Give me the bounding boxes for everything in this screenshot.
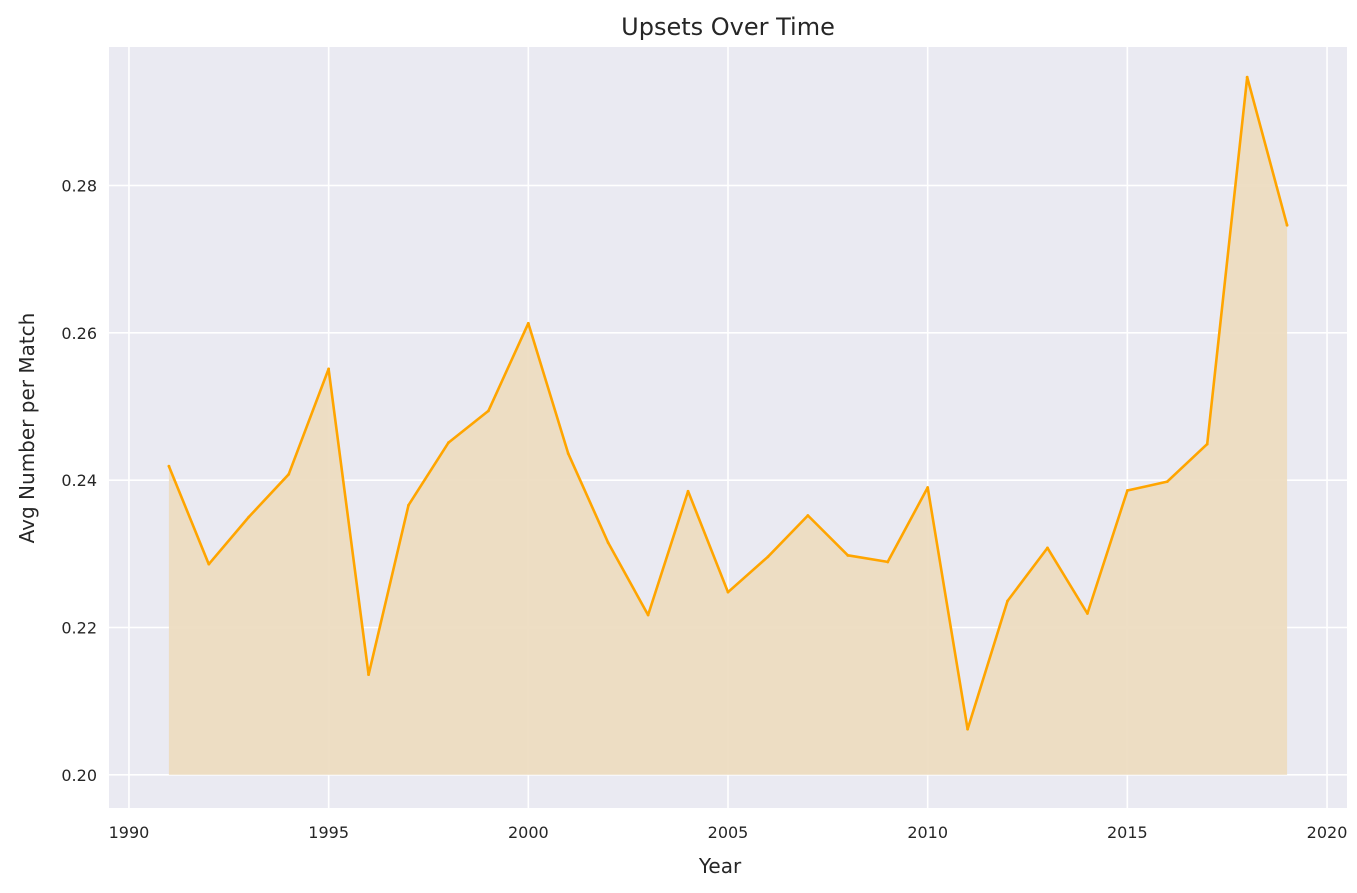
- data-point: [1046, 546, 1049, 550]
- y-tick-label: 0.24: [61, 471, 97, 490]
- y-tick-label: 0.26: [61, 324, 97, 343]
- data-point: [686, 489, 690, 493]
- data-point: [606, 541, 610, 545]
- data-point: [247, 515, 251, 519]
- data-point: [486, 409, 490, 413]
- data-point: [207, 562, 211, 566]
- x-tick-label: 1990: [109, 823, 150, 842]
- data-point: [1006, 599, 1009, 603]
- data-point: [926, 486, 930, 489]
- x-axis-label: Year: [698, 854, 742, 878]
- x-tick-label: 2010: [907, 823, 948, 842]
- data-point: [1125, 489, 1129, 492]
- area-fill: [168, 77, 1288, 775]
- x-tick-label: 2020: [1307, 823, 1348, 842]
- data-point: [1086, 612, 1089, 615]
- data-point: [1245, 75, 1249, 79]
- data-point: [846, 553, 850, 557]
- x-tick-label: 2005: [708, 823, 749, 842]
- data-point: [806, 514, 810, 517]
- data-point: [447, 441, 450, 445]
- chart-title: Upsets Over Time: [621, 13, 835, 41]
- data-point: [966, 727, 970, 731]
- data-point: [1205, 442, 1209, 446]
- y-tick-label: 0.20: [61, 766, 97, 785]
- y-tick-labels: 0.20 0.22 0.24 0.26 0.28: [61, 176, 97, 784]
- x-tick-label: 2015: [1107, 823, 1148, 842]
- data-point: [287, 472, 291, 476]
- data-points: [167, 75, 1289, 731]
- y-axis-label: Avg Number per Match: [15, 313, 39, 544]
- data-point: [1165, 480, 1169, 484]
- data-point: [646, 613, 650, 617]
- data-point: [526, 321, 530, 325]
- x-tick-label: 1995: [308, 823, 349, 842]
- data-point: [327, 367, 331, 371]
- x-tick-label: 2000: [508, 823, 549, 842]
- y-tick-label: 0.28: [61, 176, 97, 195]
- data-point: [886, 560, 890, 564]
- data-point: [1285, 223, 1289, 227]
- data-point: [167, 464, 171, 468]
- data-point: [766, 555, 770, 559]
- y-tick-label: 0.22: [61, 619, 97, 638]
- data-point: [407, 503, 410, 507]
- data-point: [566, 452, 570, 456]
- data-point: [726, 590, 730, 594]
- x-tick-labels: 1990 1995 2000 2005 2010 2015 2020: [109, 823, 1348, 842]
- data-point: [367, 673, 370, 677]
